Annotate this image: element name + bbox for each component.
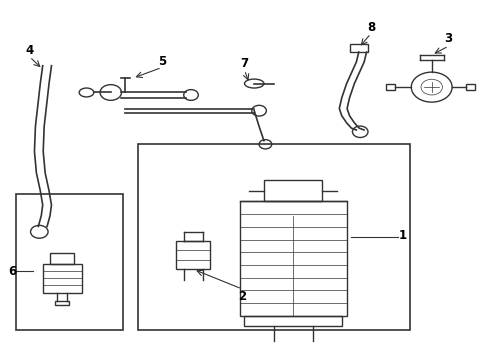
Bar <box>239 202 346 316</box>
Text: 8: 8 <box>366 21 374 33</box>
Bar <box>385 85 394 90</box>
Text: 3: 3 <box>444 32 452 45</box>
Bar <box>137 144 409 330</box>
Text: 1: 1 <box>398 229 406 242</box>
Text: 7: 7 <box>240 57 248 71</box>
Bar <box>55 301 69 305</box>
Text: 4: 4 <box>25 44 34 57</box>
Bar <box>244 316 341 327</box>
Bar <box>349 44 367 52</box>
Text: 2: 2 <box>238 289 245 303</box>
Bar <box>264 180 322 202</box>
Bar <box>16 194 122 330</box>
Text: 6: 6 <box>8 265 16 278</box>
Text: 5: 5 <box>158 55 165 68</box>
Bar <box>176 241 210 269</box>
Bar <box>465 85 474 90</box>
Bar <box>50 253 74 264</box>
Bar <box>42 264 81 293</box>
